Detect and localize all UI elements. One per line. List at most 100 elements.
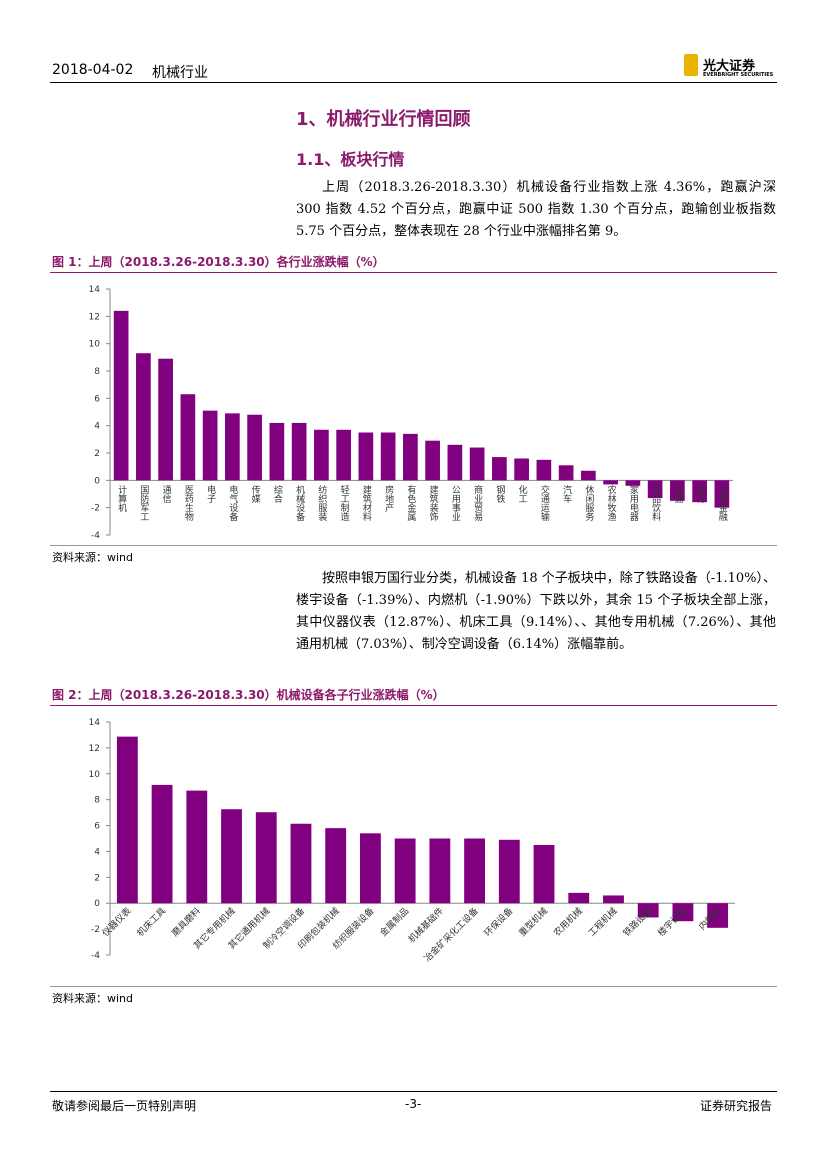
bar <box>498 839 520 904</box>
source: 资料来源：wind <box>52 551 134 564</box>
bar <box>255 812 277 904</box>
bar <box>221 809 242 904</box>
bar <box>568 892 590 904</box>
bar <box>637 903 659 918</box>
bar <box>714 480 730 508</box>
bar <box>403 433 418 481</box>
bar <box>514 458 529 481</box>
x-tick-label: 轻工制造 <box>339 484 350 522</box>
bar <box>113 310 129 481</box>
y-tick-label: 0 <box>94 476 100 486</box>
bar <box>492 457 507 481</box>
y-tick-label: 6 <box>94 394 100 404</box>
y-tick-label: 4 <box>94 847 100 857</box>
bar <box>625 480 641 486</box>
x-tick-label: 纺织服装 <box>316 484 327 522</box>
x-tick-label: 医药生物 <box>183 485 194 522</box>
caption-rule <box>50 705 777 706</box>
x-tick-label: 汽车 <box>561 484 572 504</box>
bar <box>186 790 208 904</box>
bar <box>581 470 596 481</box>
y-tick-label: 10 <box>89 770 101 780</box>
y-tick-label: 2 <box>94 449 100 459</box>
bar <box>536 459 552 481</box>
bar <box>672 903 694 922</box>
chart-title: 图 1：上周（2018.3.26-2018.3.30）各行业涨跌幅（%） <box>52 255 385 269</box>
bar <box>325 828 347 904</box>
bar <box>358 432 374 481</box>
footer-left: 敬请参阅最后一页特别声明 <box>52 1099 197 1113</box>
bar <box>136 353 151 481</box>
bar <box>647 480 663 499</box>
bar <box>533 844 555 904</box>
paragraph: 按照申银万国行业分类，机械设备 18 个子板块中，除了铁路设备（-1.10%）、… <box>296 571 776 652</box>
y-tick-label: 8 <box>94 796 100 806</box>
y-tick-label: 12 <box>89 744 100 754</box>
bar <box>429 838 451 904</box>
y-tick-label: 12 <box>89 312 100 322</box>
header-sector: 机械行业 <box>152 65 208 81</box>
source-rule <box>50 545 777 546</box>
x-tick-label: 食品饮料 <box>650 484 661 522</box>
x-tick-label: 非银金融 <box>717 484 728 522</box>
y-tick-label: 10 <box>89 340 101 350</box>
bar <box>158 358 173 481</box>
x-tick-label: 采掘 <box>672 485 683 504</box>
chart-title: 图 2：上周（2018.3.26-2018.3.30）机械设备各子行业涨跌幅（%… <box>52 688 445 702</box>
bar <box>269 422 285 481</box>
bar <box>469 447 485 481</box>
x-tick-label: 银行 <box>695 484 706 504</box>
bar <box>380 432 396 481</box>
x-tick-label: 楼宇设备 <box>655 905 689 939</box>
bar <box>464 838 485 904</box>
x-tick-label: 有色金属 <box>405 484 416 522</box>
caption-rule <box>50 272 777 273</box>
x-tick-label: 交通运输 <box>539 484 550 522</box>
x-tick-label: 休闲服务 <box>583 484 594 522</box>
bar <box>670 480 685 501</box>
x-tick-label: 家用电器 <box>628 484 639 521</box>
x-tick-label: 通信 <box>161 485 172 504</box>
x-tick-label: 金属制品 <box>377 905 411 939</box>
x-tick-label: 仪器仪表 <box>100 905 134 939</box>
bar <box>202 410 218 481</box>
x-tick-label: 传媒 <box>250 484 261 504</box>
y-tick-label: -2 <box>91 504 100 514</box>
bar <box>290 823 312 904</box>
x-tick-label: 重型机械 <box>516 905 550 939</box>
x-tick-label: 房地产 <box>383 484 394 513</box>
bar <box>116 736 138 904</box>
bar <box>180 394 196 481</box>
x-tick-label: 农林牧渔 <box>606 484 617 521</box>
x-tick-label: 电子 <box>205 484 216 503</box>
bar <box>425 440 440 481</box>
bar <box>707 903 729 928</box>
x-tick-label: 铁路设备 <box>620 905 654 939</box>
x-tick-label: 机械设备 <box>294 484 305 521</box>
y-tick-label: 0 <box>94 899 100 909</box>
bar <box>291 422 307 481</box>
bar <box>225 413 240 481</box>
x-tick-label: 钢铁 <box>494 484 505 504</box>
y-tick-label: 14 <box>89 285 101 295</box>
bar <box>603 895 624 904</box>
heading1: 1、机械行业行情回顾 <box>296 109 471 130</box>
footer-center: -3- <box>405 1097 422 1111</box>
y-tick-label: 6 <box>94 822 100 832</box>
bar <box>314 429 329 481</box>
paragraph: 上周（2018.3.26-2018.3.30）机械设备行业指数上涨 4.36%，… <box>296 180 776 239</box>
y-tick-label: 4 <box>94 422 100 432</box>
x-tick-label: 机床工具 <box>134 905 168 939</box>
x-tick-label: 磨具磨料 <box>169 905 203 939</box>
x-tick-label: 工程机械 <box>586 905 620 939</box>
x-tick-label: 商业贸易 <box>472 484 483 522</box>
x-tick-label: 建筑装饰 <box>428 484 439 522</box>
x-tick-label: 国防军工 <box>138 485 149 521</box>
x-tick-label: 计算机 <box>116 484 127 513</box>
footer-rule <box>50 1091 777 1092</box>
y-tick-label: -4 <box>91 531 100 541</box>
x-tick-label: 农用机械 <box>551 905 585 939</box>
source: 资料来源：wind <box>52 992 134 1005</box>
header-rule <box>50 82 777 83</box>
